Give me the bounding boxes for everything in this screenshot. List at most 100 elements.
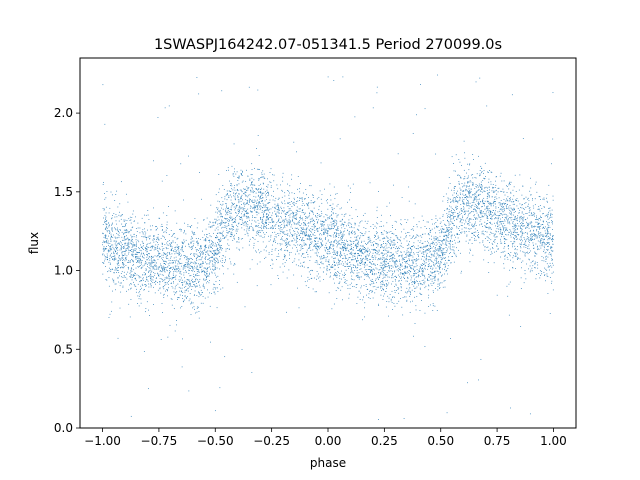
data-point bbox=[551, 280, 553, 282]
data-point bbox=[176, 238, 178, 240]
data-point bbox=[499, 233, 501, 235]
data-point bbox=[523, 246, 525, 248]
data-point bbox=[418, 248, 419, 250]
data-point bbox=[535, 181, 537, 183]
data-point bbox=[335, 213, 337, 214]
data-point bbox=[489, 222, 491, 223]
data-point bbox=[479, 242, 481, 244]
data-point bbox=[323, 233, 325, 235]
data-point bbox=[349, 265, 351, 267]
data-point bbox=[175, 262, 177, 264]
data-point bbox=[199, 278, 201, 280]
data-point bbox=[529, 210, 531, 212]
data-point bbox=[429, 243, 431, 245]
data-point bbox=[296, 249, 298, 251]
data-point bbox=[148, 272, 149, 273]
data-point bbox=[167, 258, 169, 259]
data-point bbox=[235, 206, 237, 208]
data-point bbox=[181, 249, 183, 251]
data-point bbox=[288, 197, 290, 199]
data-point bbox=[460, 213, 462, 214]
data-point bbox=[181, 306, 183, 307]
data-point bbox=[142, 233, 144, 235]
data-point bbox=[154, 255, 156, 257]
data-point bbox=[391, 283, 392, 285]
data-point bbox=[455, 198, 456, 200]
data-point bbox=[503, 191, 504, 193]
data-point bbox=[551, 266, 553, 268]
data-point bbox=[434, 271, 436, 273]
data-point bbox=[115, 250, 116, 252]
data-point bbox=[422, 274, 423, 276]
data-point bbox=[235, 230, 237, 232]
data-point bbox=[259, 189, 261, 191]
data-point bbox=[192, 302, 194, 304]
data-point bbox=[319, 280, 321, 282]
data-point bbox=[132, 265, 134, 266]
data-point bbox=[295, 214, 297, 215]
data-point bbox=[289, 222, 291, 223]
data-point bbox=[234, 238, 235, 240]
data-point bbox=[314, 235, 316, 236]
data-point bbox=[381, 290, 382, 291]
data-point bbox=[200, 253, 202, 255]
data-point bbox=[428, 284, 429, 286]
data-point bbox=[273, 174, 275, 176]
data-point bbox=[188, 300, 190, 302]
data-point bbox=[105, 206, 107, 208]
data-point bbox=[111, 236, 112, 238]
data-point bbox=[153, 207, 154, 209]
data-point bbox=[395, 266, 397, 268]
data-point bbox=[206, 267, 208, 269]
data-point bbox=[504, 241, 505, 243]
data-point bbox=[268, 253, 270, 255]
data-point bbox=[436, 252, 438, 254]
data-point bbox=[230, 263, 232, 265]
data-point bbox=[388, 301, 390, 303]
data-point bbox=[327, 217, 329, 218]
data-point bbox=[328, 264, 330, 265]
data-point bbox=[119, 255, 120, 256]
data-point bbox=[531, 213, 533, 214]
data-point bbox=[274, 207, 276, 209]
data-point bbox=[268, 240, 270, 242]
data-point bbox=[463, 185, 465, 187]
data-point bbox=[123, 264, 124, 266]
data-point bbox=[375, 273, 377, 275]
data-point bbox=[432, 241, 434, 243]
data-point bbox=[409, 291, 411, 293]
data-point bbox=[471, 202, 473, 203]
data-point bbox=[404, 272, 406, 273]
data-point bbox=[447, 201, 449, 203]
data-point bbox=[469, 261, 471, 263]
data-point bbox=[317, 230, 319, 232]
data-point bbox=[166, 242, 168, 244]
data-point bbox=[462, 200, 464, 202]
data-point bbox=[392, 254, 394, 256]
data-point bbox=[263, 216, 265, 217]
data-point bbox=[520, 236, 522, 238]
data-point bbox=[258, 202, 260, 204]
data-point bbox=[234, 218, 236, 220]
data-point bbox=[439, 272, 441, 274]
data-point bbox=[537, 248, 539, 250]
data-point bbox=[551, 216, 553, 218]
data-point bbox=[217, 260, 219, 262]
data-point bbox=[270, 208, 272, 210]
data-point bbox=[527, 251, 528, 253]
data-point bbox=[521, 228, 523, 230]
data-point bbox=[255, 196, 257, 198]
data-point bbox=[233, 236, 235, 237]
data-point bbox=[241, 181, 243, 183]
data-point bbox=[439, 232, 441, 234]
data-point bbox=[217, 259, 219, 261]
data-point bbox=[240, 198, 242, 200]
data-point bbox=[147, 265, 148, 267]
data-point bbox=[469, 193, 471, 195]
data-point bbox=[247, 233, 249, 235]
data-point bbox=[302, 192, 304, 194]
data-point bbox=[340, 256, 341, 258]
data-point bbox=[320, 246, 321, 248]
data-point bbox=[288, 269, 290, 271]
data-point bbox=[115, 228, 116, 230]
